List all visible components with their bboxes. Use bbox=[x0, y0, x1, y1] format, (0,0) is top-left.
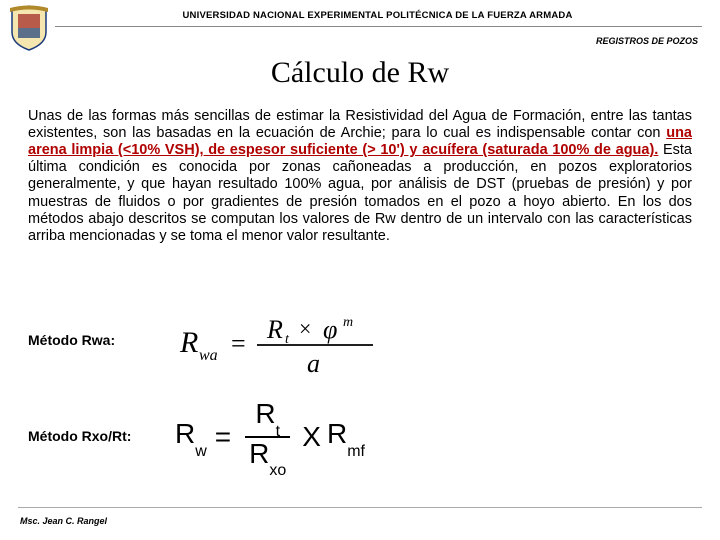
body-paragraph: Unas de las formas más sencillas de esti… bbox=[28, 108, 692, 245]
formula-rwa: R wa = R t × φ m a bbox=[175, 310, 395, 380]
f2-eq: = bbox=[215, 421, 231, 453]
footer-author: Msc. Jean C. Rangel bbox=[20, 516, 107, 526]
svg-text:R: R bbox=[266, 315, 283, 344]
slide: UNIVERSIDAD NACIONAL EXPERIMENTAL POLITÉ… bbox=[0, 0, 720, 540]
university-name: UNIVERSIDAD NACIONAL EXPERIMENTAL POLITÉ… bbox=[55, 10, 700, 21]
svg-text:R: R bbox=[179, 326, 198, 359]
svg-text:=: = bbox=[231, 329, 246, 358]
f2-fraction: Rt Rxo bbox=[245, 400, 290, 473]
course-name: REGISTROS DE POZOS bbox=[596, 36, 698, 46]
f2-rhs: Rmf bbox=[327, 418, 365, 455]
body-pre: Unas de las formas más sencillas de esti… bbox=[28, 108, 692, 141]
f2-lhs: Rw bbox=[175, 418, 207, 455]
svg-text:wa: wa bbox=[199, 347, 218, 364]
method-rxort-label: Método Rxo/Rt: bbox=[28, 428, 131, 444]
method-rwa-label: Método Rwa: bbox=[28, 332, 115, 348]
svg-text:×: × bbox=[299, 316, 311, 341]
svg-text:m: m bbox=[343, 315, 353, 330]
svg-text:φ: φ bbox=[323, 315, 337, 344]
svg-text:a: a bbox=[307, 349, 320, 378]
header: UNIVERSIDAD NACIONAL EXPERIMENTAL POLITÉ… bbox=[55, 10, 700, 21]
university-crest bbox=[8, 4, 50, 52]
formula-rxort: Rw = Rt Rxo X Rmf bbox=[175, 400, 365, 473]
page-title: Cálculo de Rw bbox=[0, 56, 720, 90]
f2-mult: X bbox=[302, 421, 321, 453]
footer-rule bbox=[18, 507, 702, 508]
header-rule bbox=[55, 26, 702, 27]
